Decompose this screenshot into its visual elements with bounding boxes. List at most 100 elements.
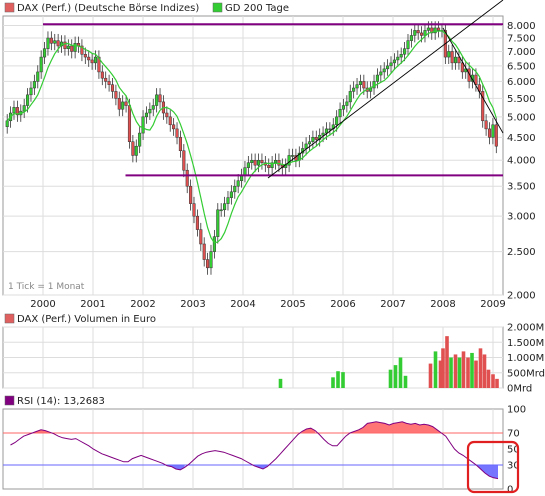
price-candle-body xyxy=(104,77,108,82)
volume-bar xyxy=(433,351,438,388)
price-xtick-label: 2004 xyxy=(230,299,255,310)
volume-bar xyxy=(491,374,495,388)
rsi-line-path xyxy=(10,421,499,480)
price-candle-body xyxy=(338,108,342,118)
price-candle-body xyxy=(172,124,176,130)
volume-bar xyxy=(478,348,483,388)
price-candle-body xyxy=(229,191,233,198)
price-candle-body xyxy=(416,30,420,34)
price-ytick-label: 5.000 xyxy=(507,112,536,123)
price-candle-body xyxy=(257,159,261,166)
price-candle-body xyxy=(454,56,458,64)
price-candle-body xyxy=(352,87,356,92)
price-candle-body xyxy=(430,27,434,34)
price-candle-body xyxy=(114,91,118,99)
price-candle-body xyxy=(487,128,492,138)
price-candle-body xyxy=(206,259,210,269)
volume-ytick-label: 0Mrd xyxy=(507,384,532,395)
price-candle-body xyxy=(494,124,498,147)
rsi-panel-frame xyxy=(2,408,504,490)
price-candle-body xyxy=(158,94,162,103)
price-candle-body xyxy=(260,159,264,163)
price-candle-body xyxy=(202,243,206,260)
price-candle-body xyxy=(253,159,257,166)
volume-bar xyxy=(393,365,398,388)
price-xtick-label: 2009 xyxy=(480,299,505,310)
price-candle-body xyxy=(223,203,227,211)
price-candle-body xyxy=(43,48,47,58)
price-candle-body xyxy=(178,137,182,152)
price-candle-body xyxy=(110,84,115,92)
price-panel: 8.000 7.500 7.000 6.500 6.000 5.500 5.000 4.500… xyxy=(2,0,536,310)
price-candle-body xyxy=(175,128,179,138)
volume-bar xyxy=(403,375,408,388)
price-xtick-label: 2000 xyxy=(30,299,55,310)
rsi-highlight-box xyxy=(466,440,520,494)
volume-panel: DAX (Perf.) Volumen in Euro 2.000Mrd 1.50… xyxy=(2,313,545,395)
price-candle-body xyxy=(270,162,274,168)
price-candle-body xyxy=(277,159,281,166)
price-candle-body xyxy=(144,112,148,118)
price-trendline xyxy=(442,27,504,134)
volume-bar xyxy=(457,357,462,388)
price-candle-body xyxy=(32,81,36,89)
rsi-ytick-label: 100 xyxy=(507,405,526,416)
price-candle-body xyxy=(219,209,223,212)
price-xtick-label: 2001 xyxy=(80,299,105,310)
rsi-ytick-label: 30 xyxy=(507,461,520,472)
price-candle-body xyxy=(304,143,308,149)
price-candle-body xyxy=(93,56,98,64)
price-candle-body xyxy=(141,116,145,134)
price-candle-body xyxy=(121,101,125,110)
price-candle-body xyxy=(379,71,383,76)
price-ytick-label: 6.500 xyxy=(507,61,536,72)
volume-bars xyxy=(278,336,499,388)
price-candle-body xyxy=(195,215,199,230)
price-candle-body xyxy=(426,27,430,31)
price-candle-body xyxy=(307,141,312,145)
price-yticks: 8.000 7.500 7.000 6.500 6.000 5.500 5.000 4.500… xyxy=(507,21,536,302)
price-candle-body xyxy=(348,91,352,103)
price-candle-body xyxy=(53,40,57,44)
price-candle-body xyxy=(185,169,189,187)
volume-bar xyxy=(482,354,487,388)
volume-bar xyxy=(486,369,491,388)
price-candle-body xyxy=(321,132,325,136)
price-trendlines xyxy=(267,0,504,179)
price-ytick-label: 5.500 xyxy=(507,94,536,105)
price-candle-body xyxy=(124,101,128,106)
price-candle-body xyxy=(243,167,247,176)
price-candle-body xyxy=(484,120,488,130)
price-candle-body xyxy=(216,209,220,237)
volume-bar xyxy=(474,360,478,388)
volume-bar xyxy=(466,357,470,388)
price-xtick-label: 2002 xyxy=(130,299,155,310)
price-candle-body xyxy=(362,81,366,89)
price-panel-frame xyxy=(2,15,504,296)
price-candle-body xyxy=(341,105,345,110)
price-candle-body xyxy=(12,107,16,114)
price-candle-body xyxy=(491,124,495,138)
price-candle-body xyxy=(73,43,77,52)
price-ytick-label: 7.000 xyxy=(507,47,536,58)
price-candle-body xyxy=(127,105,132,142)
volume-bar xyxy=(428,363,433,388)
price-candle-body xyxy=(406,40,410,49)
price-candle-body xyxy=(345,101,349,106)
price-candle-body xyxy=(233,185,237,193)
price-candle-body xyxy=(437,27,441,31)
price-candle-body xyxy=(392,59,396,64)
price-candle-body xyxy=(460,62,464,73)
price-candle-body xyxy=(382,68,386,73)
volume-grid xyxy=(3,326,503,389)
rsi-yticks: 100 70 50 30 0 xyxy=(507,405,526,496)
volume-ytick-label: 1.000Mrd xyxy=(507,353,545,364)
price-candle-body xyxy=(413,30,417,36)
volume-yticks: 2.000Mrd 1.500Mrd 1.000Mrd 500Mrd 0Mrd xyxy=(507,323,545,395)
price-candle-body xyxy=(433,27,437,34)
price-ytick-label: 3.500 xyxy=(507,182,536,193)
volume-ytick-label: 1.500Mrd xyxy=(507,338,545,349)
volume-bar xyxy=(438,360,443,388)
rsi-oversold-fill xyxy=(476,465,498,479)
legend-label-dax: DAX (Perf.) (Deutsche Börse Indizes) xyxy=(17,3,199,14)
